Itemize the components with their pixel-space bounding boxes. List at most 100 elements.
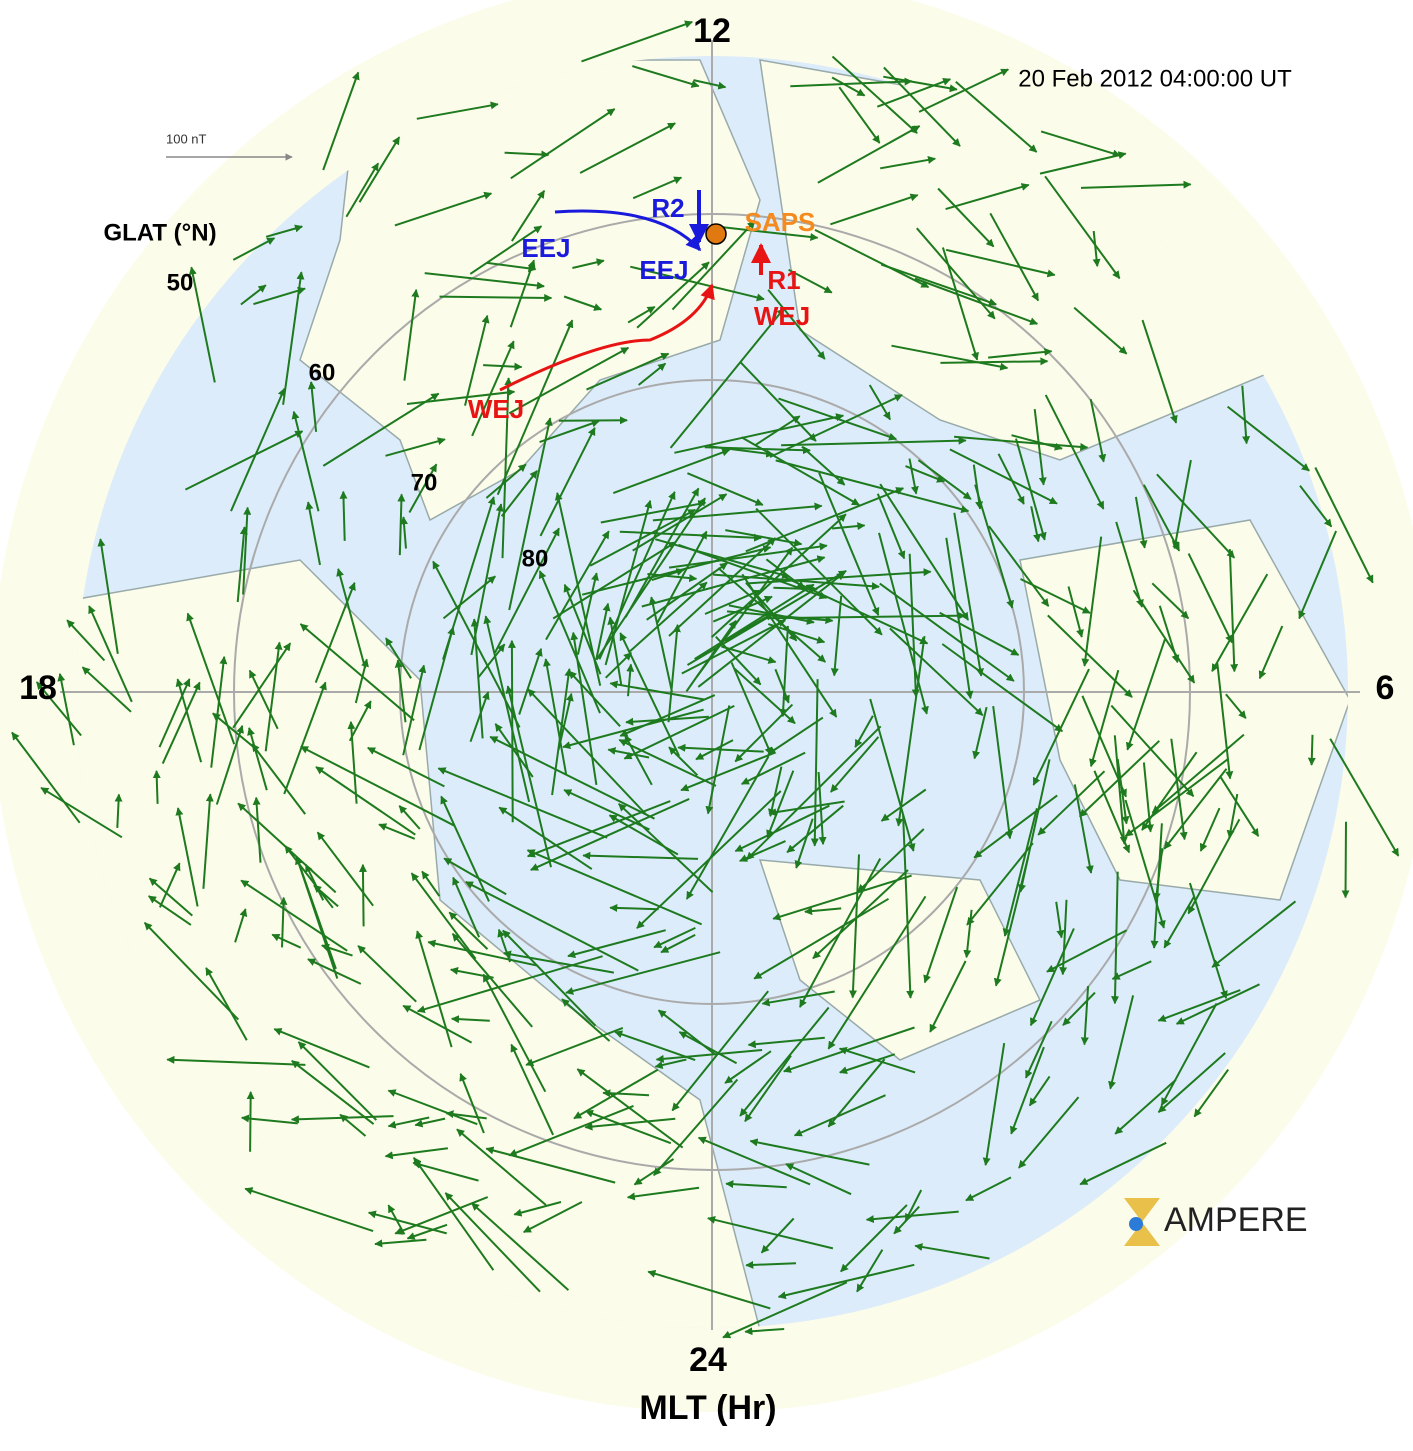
vector [671, 990, 769, 1112]
vector [1219, 776, 1260, 837]
vector [804, 907, 842, 916]
vector [313, 884, 339, 908]
vector [917, 459, 972, 500]
vector [618, 738, 717, 787]
vector [939, 611, 1020, 656]
vector [551, 668, 573, 796]
annotation: R1 [767, 265, 800, 295]
vector [581, 20, 693, 63]
vector [646, 562, 728, 621]
vector [916, 227, 996, 320]
vector [554, 492, 602, 686]
vector [711, 513, 847, 638]
vector [730, 662, 773, 756]
vector [1029, 928, 1075, 1027]
vector [1047, 614, 1133, 698]
annotation: EEJ [639, 255, 688, 285]
vector [783, 1026, 915, 1073]
vector [1226, 405, 1310, 472]
vector [908, 458, 919, 495]
vector [81, 666, 132, 713]
vector [749, 1138, 870, 1166]
vector [612, 448, 731, 494]
vector [801, 445, 846, 486]
vector [539, 427, 596, 537]
logo-text: AMPERE [1164, 1201, 1308, 1239]
vector [734, 668, 796, 725]
vector [904, 1189, 923, 1222]
vector [1163, 768, 1228, 850]
vector [668, 746, 699, 777]
vector [394, 191, 493, 227]
vector [572, 258, 605, 269]
vector [510, 1043, 555, 1136]
vector [767, 289, 826, 360]
vector [680, 751, 776, 792]
vector [1002, 807, 1038, 937]
vector [1134, 496, 1148, 549]
vector [459, 1072, 485, 1134]
vector [1079, 1141, 1167, 1186]
vector [1040, 130, 1121, 158]
vector [902, 814, 915, 999]
vector [868, 384, 891, 421]
vector [1314, 467, 1374, 584]
vector [152, 770, 161, 804]
vector [883, 75, 958, 93]
vector [619, 694, 716, 737]
vector [624, 734, 653, 786]
vector [347, 721, 358, 804]
saps-marker [705, 223, 727, 245]
vector [1160, 1002, 1218, 1107]
lat-label: 80 [522, 545, 549, 572]
vector [883, 66, 961, 147]
vector [307, 381, 318, 432]
vector [1228, 549, 1239, 673]
vector [704, 446, 811, 455]
vector [538, 570, 601, 714]
vector [585, 1109, 672, 1145]
vector [509, 259, 536, 328]
vector [148, 895, 192, 926]
vector [1150, 823, 1163, 949]
vector [1151, 733, 1245, 814]
vector [914, 277, 1039, 326]
vector [252, 796, 262, 863]
vector [402, 664, 427, 756]
vector [767, 766, 783, 817]
vector [482, 973, 547, 1093]
vector [291, 1060, 375, 1125]
vector [443, 857, 507, 896]
vector [637, 362, 667, 386]
vector [626, 1186, 700, 1201]
vector [830, 736, 880, 793]
vector [1114, 1078, 1177, 1135]
vector [739, 1006, 830, 1117]
vector [205, 967, 248, 1041]
vector [1341, 821, 1350, 899]
vector [579, 122, 676, 174]
vector [657, 1009, 716, 1055]
vector [240, 284, 267, 306]
vector [504, 150, 550, 159]
vector [891, 344, 1009, 371]
vector [530, 797, 690, 871]
vector [741, 573, 838, 718]
vector [248, 669, 279, 730]
vector [937, 187, 995, 248]
vector [442, 575, 496, 620]
mlt-label: 12 [693, 12, 731, 50]
vector [724, 1050, 772, 1084]
vector [586, 352, 670, 391]
vector [400, 516, 408, 549]
vector [508, 417, 553, 611]
vector [416, 955, 603, 1014]
vector [348, 700, 372, 742]
vector [1044, 175, 1121, 280]
vector [494, 527, 560, 654]
vector [66, 619, 106, 662]
vector [414, 1117, 446, 1128]
vector [810, 679, 819, 847]
vector [584, 1117, 676, 1131]
vector [1015, 438, 1047, 541]
